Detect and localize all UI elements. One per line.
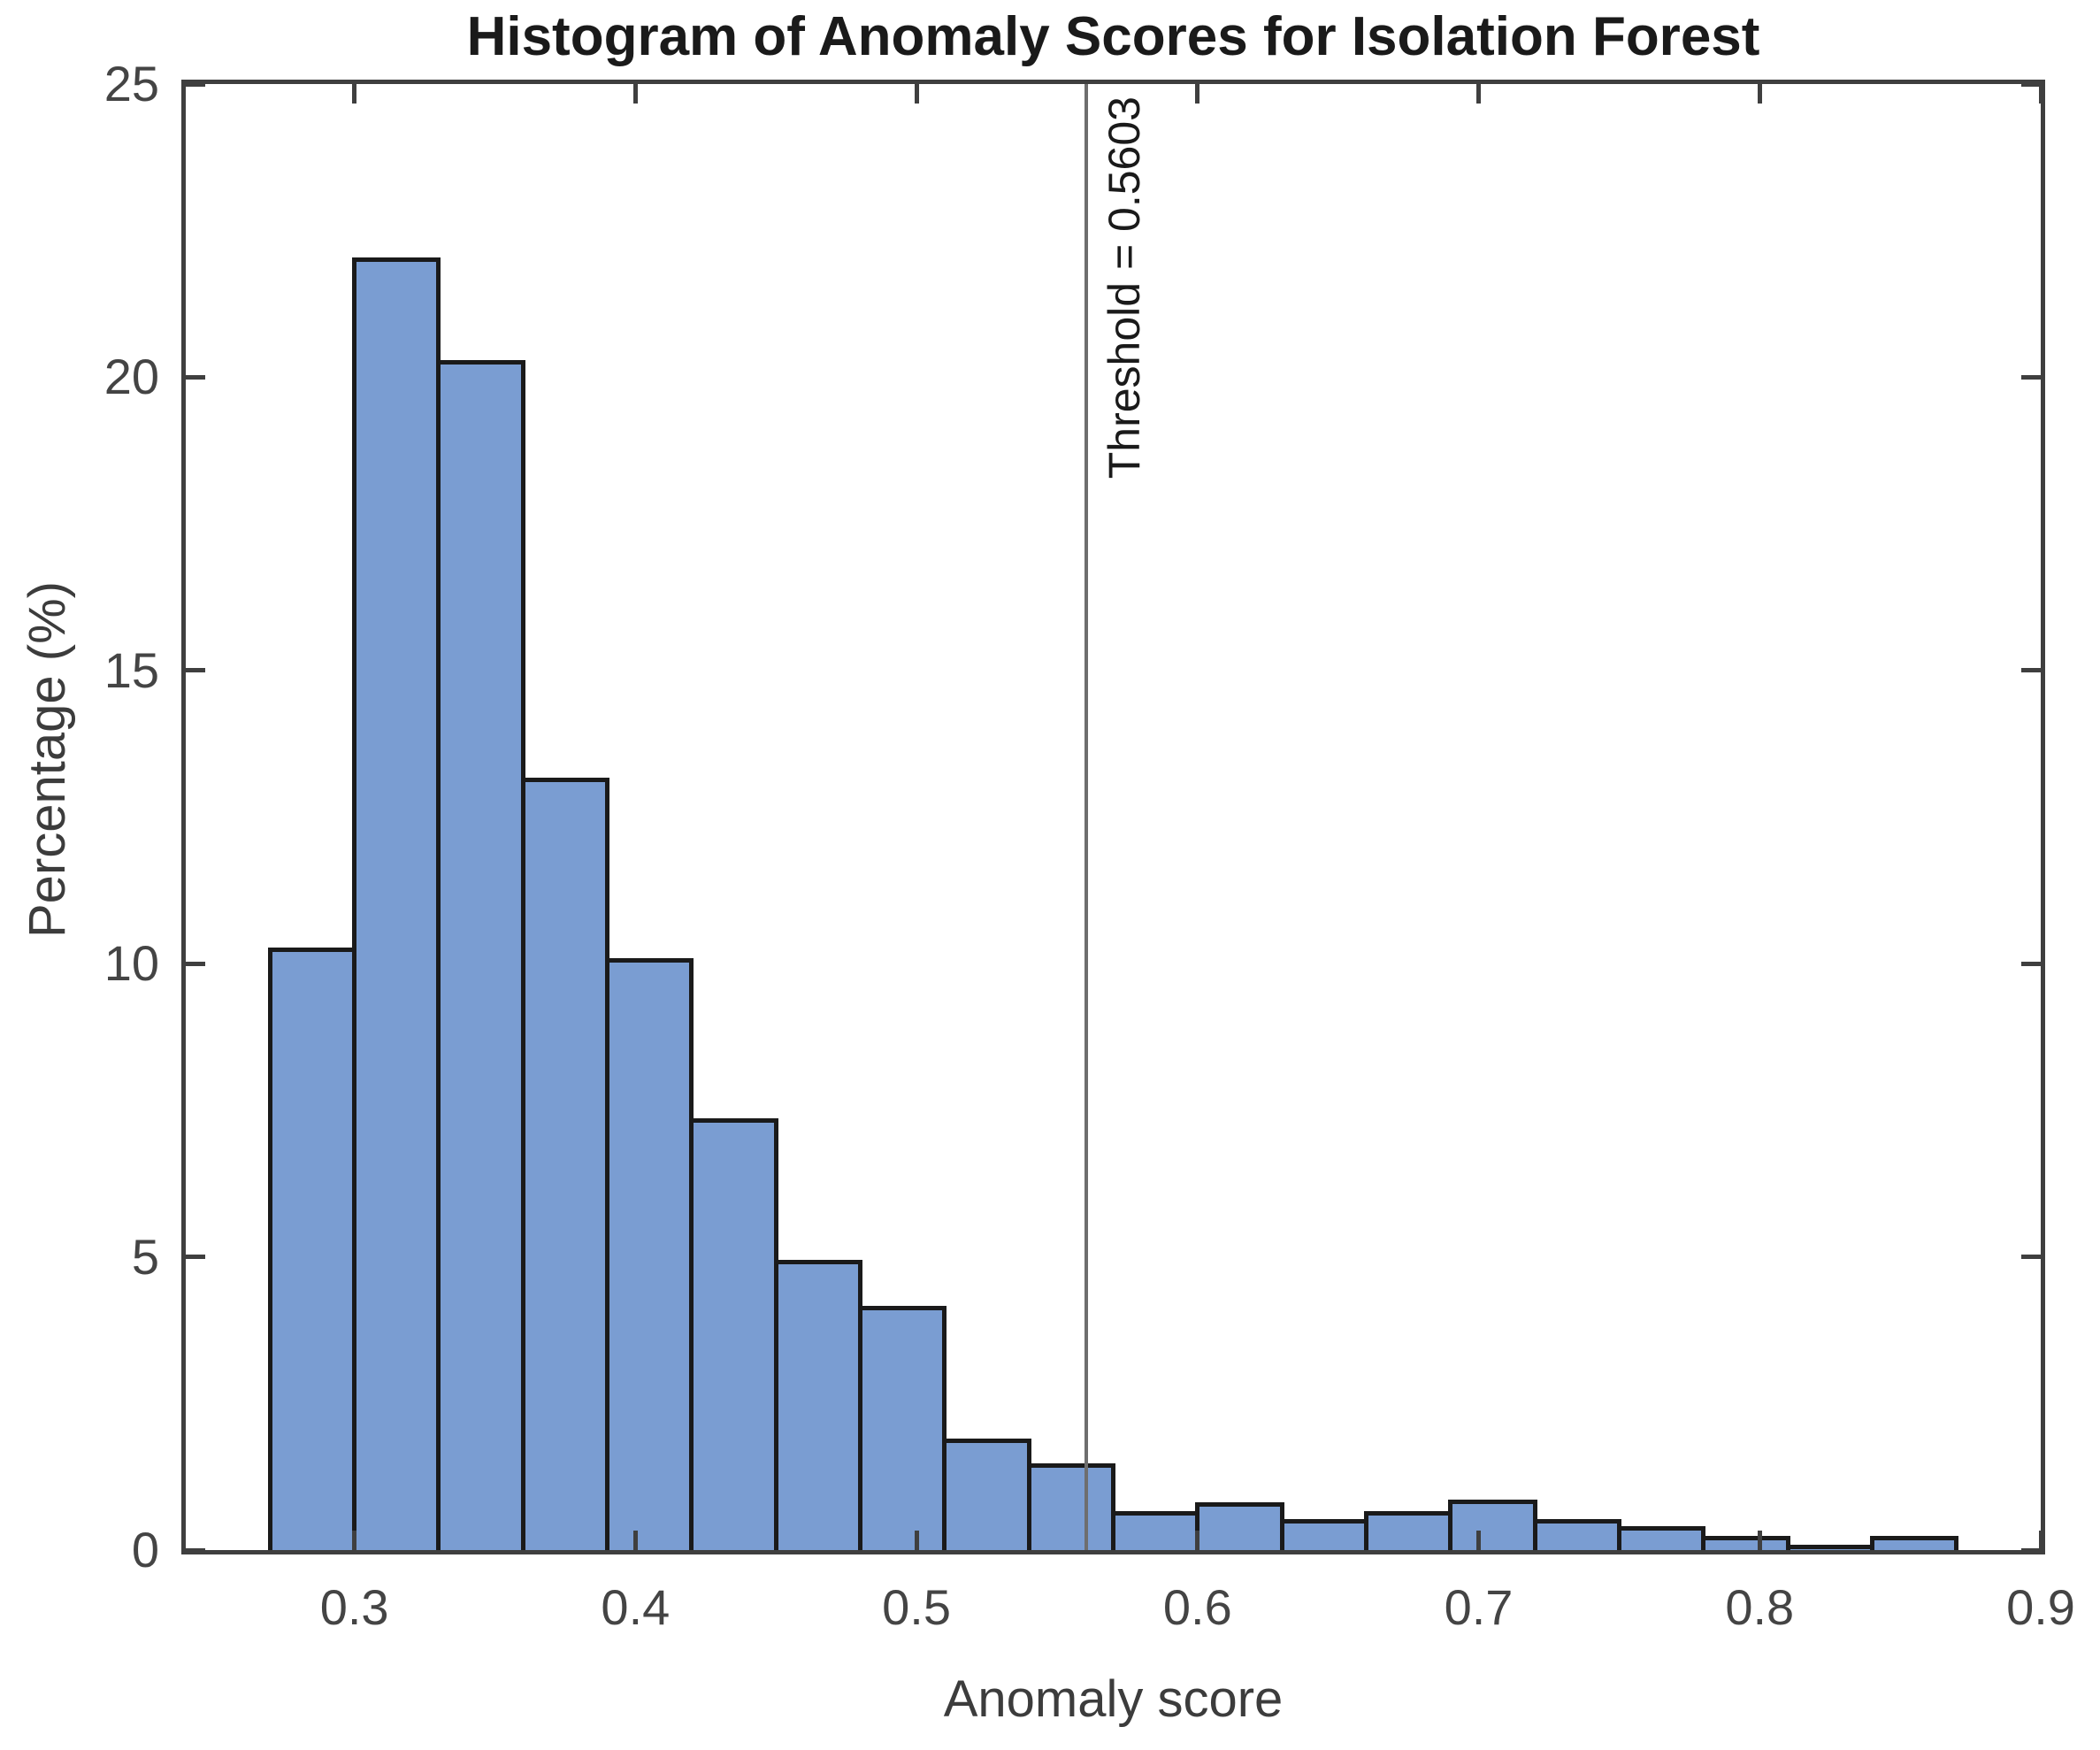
histogram-bar [1869, 1536, 1959, 1550]
y-tick-label: 15 [103, 641, 159, 698]
x-axis-tick [1757, 1531, 1762, 1550]
y-axis-tick [2021, 1547, 2041, 1553]
x-axis-tick [2038, 84, 2043, 104]
x-axis-tick [1476, 1531, 1482, 1550]
y-axis-tick [2021, 668, 2041, 673]
histogram-bar [689, 1118, 778, 1550]
x-axis-tick [1195, 1531, 1200, 1550]
y-axis-tick [2021, 81, 2041, 87]
histogram-bar [773, 1260, 863, 1550]
x-axis-tick [1757, 84, 1762, 104]
y-axis-tick [186, 374, 205, 380]
chart-title: Histogram of Anomaly Scores for Isolatio… [466, 6, 1760, 67]
x-tick-label: 0.3 [319, 1579, 389, 1635]
x-tick-label: 0.5 [882, 1579, 951, 1635]
x-tick-label: 0.9 [2006, 1579, 2075, 1635]
x-axis-tick [2038, 1531, 2043, 1550]
x-tick-label: 0.8 [1725, 1579, 1795, 1635]
y-axis-label: Percentage (%) [19, 581, 76, 938]
histogram-bar [352, 257, 441, 1550]
histogram-bar [858, 1305, 947, 1550]
x-tick-label: 0.7 [1444, 1579, 1514, 1635]
y-axis-tick [186, 81, 205, 87]
y-tick-label: 25 [103, 56, 159, 111]
histogram-bar [1026, 1463, 1115, 1550]
histogram-bar [942, 1439, 1031, 1550]
x-axis-tick [632, 84, 638, 104]
histogram-bar [1448, 1500, 1537, 1550]
y-tick-label: 10 [103, 935, 159, 992]
histogram-bar [267, 948, 357, 1550]
histogram-bar [1195, 1502, 1284, 1550]
x-axis-tick [1476, 84, 1482, 104]
y-axis-tick [2021, 961, 2041, 966]
y-axis-tick [2021, 374, 2041, 380]
y-tick-label: 5 [131, 1228, 159, 1285]
x-axis-tick [914, 1531, 919, 1550]
y-axis-tick [2021, 1255, 2041, 1260]
histogram-bar [1363, 1511, 1453, 1550]
histogram-bar [1616, 1525, 1706, 1550]
x-axis-tick [1195, 84, 1200, 104]
histogram-bar [1701, 1536, 1790, 1550]
y-axis-tick [186, 961, 205, 966]
y-axis-tick [186, 1255, 205, 1260]
histogram-bar [436, 360, 525, 1550]
histogram-bar [605, 957, 694, 1550]
histogram-bar [1279, 1519, 1368, 1550]
x-axis-tick [352, 1531, 357, 1550]
y-axis-tick [186, 668, 205, 673]
plot-area: Threshold = 0.5603 [181, 80, 2045, 1554]
y-axis-tick [186, 1547, 205, 1553]
x-tick-label: 0.6 [1162, 1579, 1232, 1635]
x-axis-label: Anomaly score [943, 1670, 1284, 1728]
threshold-label: Threshold = 0.5603 [1099, 96, 1149, 480]
histogram-bar [1785, 1544, 1874, 1550]
histogram-bar [1111, 1511, 1200, 1550]
y-tick-label: 0 [131, 1522, 159, 1577]
x-axis-tick [632, 1531, 638, 1550]
histogram-bar [1532, 1519, 1621, 1550]
x-axis-tick [914, 84, 919, 104]
y-tick-label: 20 [103, 349, 159, 405]
threshold-line [1084, 84, 1088, 1550]
x-tick-label: 0.4 [601, 1579, 671, 1635]
histogram-bar [520, 778, 610, 1550]
x-axis-tick [352, 84, 357, 104]
